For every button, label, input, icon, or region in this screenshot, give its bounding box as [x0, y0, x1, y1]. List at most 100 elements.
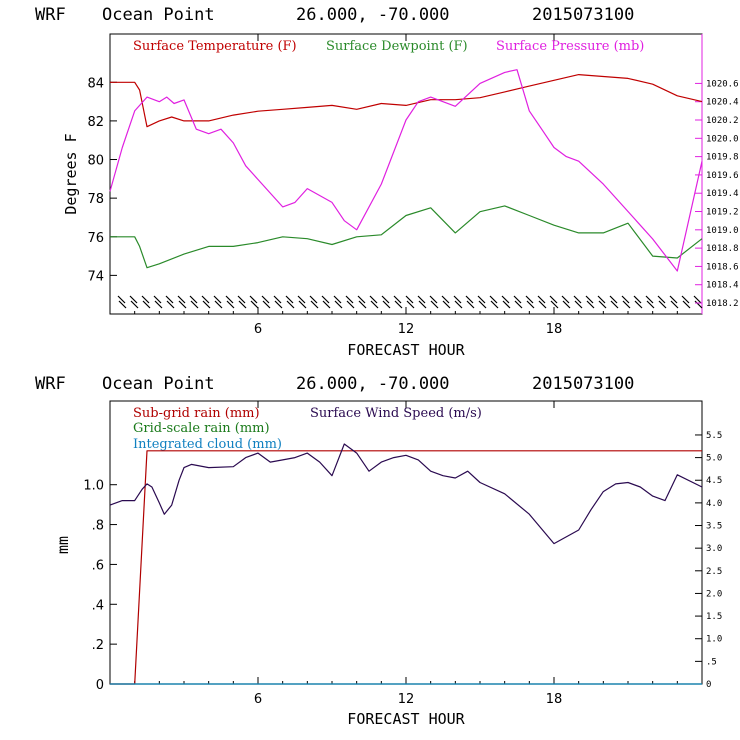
top-right-ticks: 1018.2 1018.4 1018.6 1018.8 1019.0 1019.2 1019…	[695, 79, 739, 309]
top-right-tick-label: 1019.6	[706, 171, 739, 181]
hatch-mark	[478, 300, 487, 309]
series-line-surface-dewpoint-f	[110, 205, 703, 269]
legend-surface-wind-speed: Surface Wind Speed (m/s)	[310, 406, 482, 421]
hatch-mark	[250, 300, 259, 309]
bot-right-tick-label: 1.5	[706, 612, 722, 622]
hatch-mark	[346, 300, 355, 309]
hatch-mark	[393, 295, 402, 304]
hatch-mark	[310, 300, 319, 309]
hatch-mark	[453, 295, 462, 304]
hatch-mark	[273, 295, 282, 304]
top-right-tick-label: 1020.0	[706, 134, 739, 144]
top-x-ticks: 6 12 18	[134, 34, 678, 337]
bot-right-tick-label: .5	[706, 657, 717, 667]
top-header-coords: 26.000, -70.000	[296, 5, 450, 25]
hatch-mark	[573, 295, 582, 304]
hatch-mark	[609, 295, 618, 304]
top-right-tick-label: 1018.2	[706, 299, 739, 309]
bot-right-tick-label: 3.0	[706, 544, 722, 554]
hatch-mark	[550, 300, 559, 309]
hatch-mark	[214, 300, 223, 309]
hatch-mark	[309, 295, 318, 304]
surface-hatch-band	[117, 295, 703, 309]
hatch-mark	[238, 300, 247, 309]
hatch-mark	[622, 300, 631, 309]
top-right-tick-label: 1018.8	[706, 244, 739, 254]
bot-right-tick-label: 5.0	[706, 454, 722, 464]
hatch-mark	[693, 295, 702, 304]
bot-right-tick-label: 2.5	[706, 567, 722, 577]
top-right-tick-label: 1019.0	[706, 226, 739, 236]
hatch-mark	[213, 295, 222, 304]
hatch-mark	[118, 300, 127, 309]
hatch-mark	[225, 295, 234, 304]
hatch-mark	[598, 300, 607, 309]
hatch-mark	[406, 300, 415, 309]
hatch-mark	[502, 300, 511, 309]
hatch-mark	[442, 300, 451, 309]
bot-right-tick-label: 0	[706, 680, 711, 690]
hatch-mark	[669, 295, 678, 304]
legend-subgrid-rain: Sub-grid rain (mm)	[133, 406, 260, 421]
hatch-mark	[297, 295, 306, 304]
top-right-tick-label: 1018.4	[706, 281, 739, 291]
top-x-axis-title: FORECAST HOUR	[347, 341, 465, 359]
top-y-tick-label: 78	[87, 192, 104, 207]
hatch-mark	[574, 300, 583, 309]
hatch-mark	[274, 300, 283, 309]
hatch-mark	[322, 300, 331, 309]
bottom-y-axis-title: mm	[54, 536, 72, 554]
legend-integrated-cloud: Integrated cloud (mm)	[133, 437, 282, 452]
hatch-mark	[562, 300, 571, 309]
series-line-surface-temperature-f	[110, 74, 703, 128]
bottom-header-location: Ocean Point	[102, 374, 215, 394]
hatch-mark	[694, 300, 703, 309]
hatch-mark	[586, 300, 595, 309]
top-y-tick-label: 74	[87, 269, 104, 284]
top-right-tick-label: 1020.2	[706, 116, 739, 126]
bot-right-tick-label: 1.0	[706, 635, 722, 645]
hatch-mark	[142, 300, 151, 309]
bottom-header-model: WRF	[35, 374, 66, 394]
hatch-mark	[514, 300, 523, 309]
bottom-header-coords: 26.000, -70.000	[296, 374, 450, 394]
bot-right-tick-label: 3.5	[706, 522, 722, 532]
bottom-series-lines	[109, 443, 703, 685]
top-y-axis-title: Degrees F	[62, 133, 80, 214]
hatch-mark	[430, 300, 439, 309]
hatch-mark	[417, 295, 426, 304]
hatch-mark	[226, 300, 235, 309]
hatch-mark	[298, 300, 307, 309]
hatch-mark	[381, 295, 390, 304]
hatch-mark	[201, 295, 210, 304]
precip-wind-panel: WRF Ocean Point 26.000, -70.000 20150731…	[35, 374, 722, 728]
hatch-mark	[262, 300, 271, 309]
temperature-panel: WRF Ocean Point 26.000, -70.000 20150731…	[35, 5, 739, 359]
top-y-tick-label: 80	[87, 154, 104, 169]
top-header-location: Ocean Point	[102, 5, 215, 25]
bottom-right-ticks: 0 .5 1.0 1.5 2.0 2.5 3.0 3.5 4.0 4.5 5.0 5.5	[695, 431, 722, 690]
top-y-ticks: 74 76 78 80 82 84	[87, 76, 117, 284]
bot-right-tick-label: 5.5	[706, 431, 722, 441]
hatch-mark	[477, 295, 486, 304]
top-right-tick-label: 1018.6	[706, 262, 739, 272]
hatch-mark	[382, 300, 391, 309]
hatch-mark	[610, 300, 619, 309]
top-right-tick-label: 1019.8	[706, 153, 739, 163]
hatch-mark	[441, 295, 450, 304]
bottom-header-init: 2015073100	[532, 374, 634, 394]
hatch-mark	[525, 295, 534, 304]
top-y-tick-label: 84	[87, 76, 104, 91]
top-plot-frame	[109, 33, 703, 315]
hatch-mark	[129, 295, 138, 304]
hatch-mark	[646, 300, 655, 309]
top-right-tick-label: 1019.2	[706, 208, 739, 218]
legend-surface-temperature: Surface Temperature (F)	[133, 39, 297, 54]
hatch-mark	[597, 295, 606, 304]
hatch-mark	[633, 295, 642, 304]
bot-y-tick-label: 1.0	[83, 479, 104, 494]
bot-x-tick-label: 6	[254, 692, 262, 707]
hatch-mark	[249, 295, 258, 304]
hatch-mark	[153, 295, 162, 304]
hatch-mark	[549, 295, 558, 304]
